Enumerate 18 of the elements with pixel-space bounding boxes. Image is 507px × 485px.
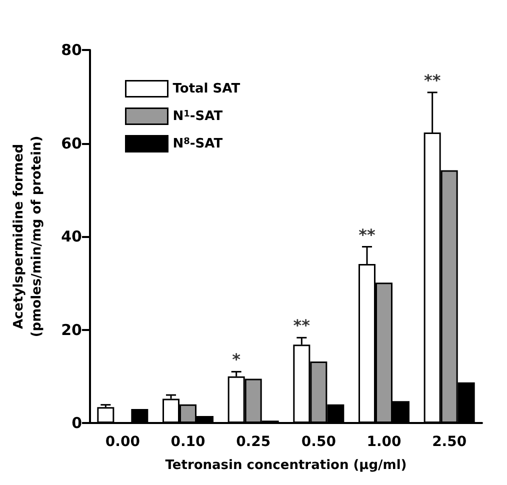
x-tick-label: 0.10 bbox=[170, 434, 206, 450]
x-tick-label: 0.25 bbox=[236, 434, 271, 450]
y-axis-title: Acetylspermidine formed (pmoles/min/mg of protein) bbox=[12, 136, 44, 338]
annotation: ** bbox=[358, 225, 376, 244]
legend-label: Total SAT bbox=[172, 81, 240, 96]
x-tick-label: 0.50 bbox=[301, 434, 336, 450]
y-tick-label: 0 bbox=[72, 414, 82, 432]
x-tick-label: 1.00 bbox=[366, 434, 402, 450]
annotation: ** bbox=[293, 316, 311, 336]
y-tick-label: 60 bbox=[61, 134, 82, 152]
x-axis-title: Tetronasin concentration (μg/ml) bbox=[165, 458, 407, 473]
y-tick-label: 40 bbox=[61, 228, 82, 246]
y-tick-label: 80 bbox=[61, 41, 82, 59]
y-tick-label: 20 bbox=[61, 320, 82, 339]
x-tick-label: 2.50 bbox=[432, 434, 467, 450]
annotation: ** bbox=[424, 70, 442, 90]
annotation: * bbox=[232, 350, 242, 370]
x-tick-label: 0.00 bbox=[105, 434, 140, 450]
